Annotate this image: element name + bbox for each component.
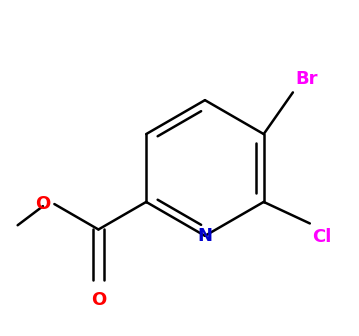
Text: Cl: Cl: [312, 228, 331, 246]
Text: O: O: [91, 291, 106, 309]
Text: N: N: [197, 227, 213, 245]
Text: Br: Br: [295, 70, 317, 88]
Text: O: O: [35, 195, 50, 213]
